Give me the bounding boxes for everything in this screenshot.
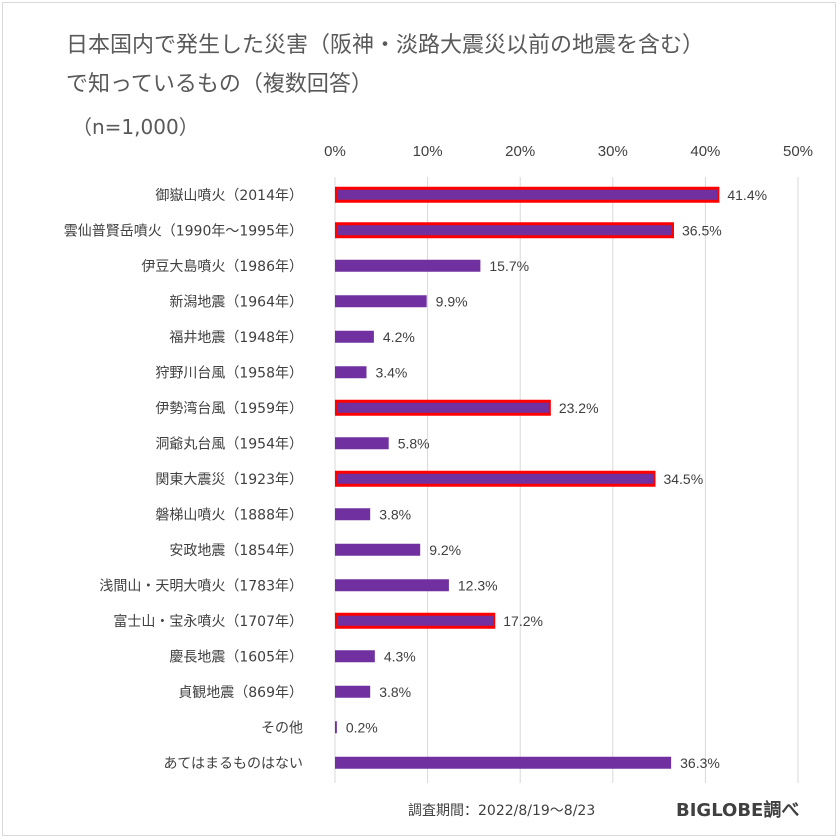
category-label: 関東大震災（1923年） xyxy=(155,472,303,488)
data-label: 36.5% xyxy=(682,222,722,238)
bar xyxy=(335,366,367,379)
bar xyxy=(337,189,718,200)
x-tick-label: 40% xyxy=(690,143,720,160)
data-label: 23.2% xyxy=(559,400,599,416)
bar xyxy=(335,330,374,343)
data-label: 34.5% xyxy=(663,471,703,487)
bar xyxy=(335,295,427,308)
category-label: 浅間山・天明大噴火（1783年） xyxy=(99,578,303,594)
bar xyxy=(335,721,337,734)
data-label: 4.3% xyxy=(384,648,416,664)
data-label: 12.3% xyxy=(458,577,498,593)
data-label: 41.4% xyxy=(727,187,767,203)
data-label: 17.2% xyxy=(503,613,543,629)
data-label: 15.7% xyxy=(489,258,529,274)
bar xyxy=(335,685,371,698)
bar xyxy=(335,259,481,272)
bar xyxy=(335,543,421,556)
category-label: 伊勢湾台風（1959年） xyxy=(155,400,303,417)
x-axis-tick-labels: 0% 10% 20% 30% 40% 50% xyxy=(324,143,813,160)
bar xyxy=(335,650,375,663)
data-label: 3.4% xyxy=(375,364,407,380)
category-labels: 御嶽山噴火（2014年） 雲仙普賢岳噴火（1990年～1995年） 伊豆大島噴火（1… xyxy=(64,188,303,772)
category-label: 洞爺丸台風（1954年） xyxy=(155,436,303,452)
category-label: 御嶽山噴火（2014年） xyxy=(155,188,303,204)
chart-title-line-1: 日本国内で発生した災害（阪神・淡路大震災以前の地震を含む） xyxy=(66,33,704,58)
gridlines xyxy=(334,177,799,783)
data-label: 36.3% xyxy=(680,755,720,771)
category-label: 富士山・宝永噴火（1707年） xyxy=(113,613,303,630)
data-label: 0.2% xyxy=(346,719,378,735)
bar xyxy=(337,225,672,236)
data-label: 9.2% xyxy=(429,542,461,558)
x-tick-label: 50% xyxy=(783,143,813,160)
x-tick-label: 30% xyxy=(598,143,628,160)
x-tick-label: 20% xyxy=(505,143,535,160)
category-label: あてはまるものはない xyxy=(164,756,303,772)
bars xyxy=(335,186,720,769)
source-brand: BIGLOBE調べ xyxy=(676,799,799,821)
category-label: 福井地震（1948年） xyxy=(169,330,303,346)
category-label: 慶長地震（1605年） xyxy=(169,649,303,665)
category-label: 貞観地震（869年） xyxy=(178,684,303,701)
category-label: 安政地震（1854年） xyxy=(169,543,303,559)
category-label: 磐梯山噴火（1888年） xyxy=(155,507,303,523)
x-tick-label: 10% xyxy=(413,143,443,160)
x-tick-label: 0% xyxy=(324,143,346,160)
chart-title-line-2: で知っているもの（複数回答） xyxy=(66,72,373,97)
bar xyxy=(335,756,672,769)
bar xyxy=(337,402,549,413)
data-label: 5.8% xyxy=(398,435,430,451)
data-label: 3.8% xyxy=(379,506,411,522)
bar xyxy=(335,579,449,592)
chart-subtitle: （n=1,000） xyxy=(72,115,199,139)
bar xyxy=(337,615,494,626)
data-label: 9.9% xyxy=(436,293,468,309)
data-labels: 41.4% 36.5% 15.7% 9.9% 4.2% 3.4% 23.2% 5.8% 34.5… xyxy=(346,187,767,771)
survey-period: 調査期間：2022/8/19～8/23 xyxy=(408,803,595,819)
bar xyxy=(335,508,371,521)
data-label: 4.2% xyxy=(383,329,415,345)
data-label: 3.8% xyxy=(379,684,411,700)
category-label: 新潟地震（1964年） xyxy=(169,294,303,310)
category-label: その他 xyxy=(261,720,303,736)
bar xyxy=(335,437,389,450)
bar xyxy=(337,473,654,484)
category-label: 雲仙普賢岳噴火（1990年～1995年） xyxy=(64,223,303,239)
category-label: 狩野川台風（1958年） xyxy=(155,365,303,381)
category-label: 伊豆大島噴火（1986年） xyxy=(141,259,303,275)
